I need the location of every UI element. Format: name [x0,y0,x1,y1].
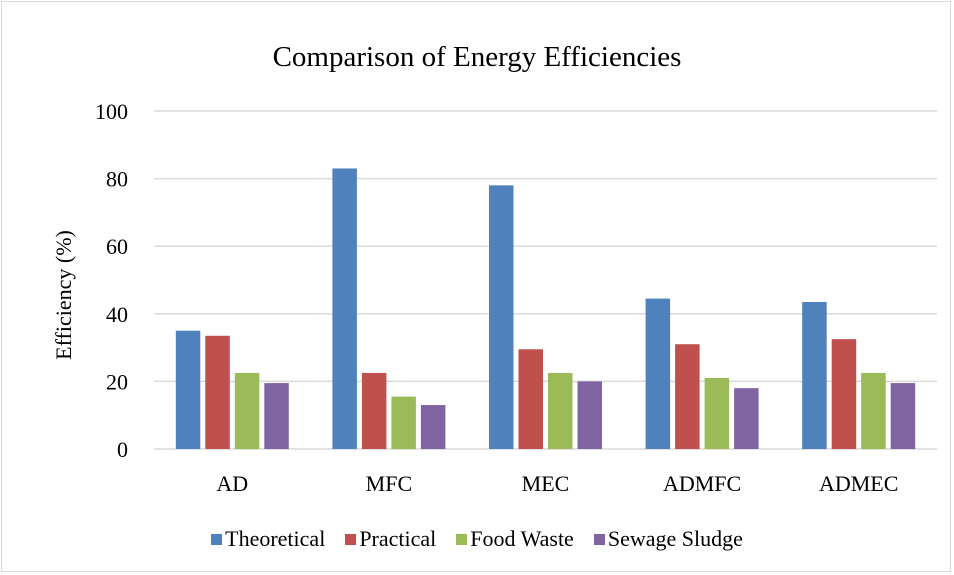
legend: Theoretical Practical Food Waste Sewage Slu… [2,524,952,554]
bar [332,168,357,449]
legend-label: Theoretical [225,526,326,551]
legend-item: Food Waste [456,526,574,552]
x-tick-label: ADMEC [819,471,898,496]
y-axis-label: Efficiency (%) [51,230,76,360]
legend-label: Sewage Sludge [607,526,743,551]
x-tick-label: MFC [366,471,412,496]
bar [675,344,700,449]
bar [861,372,886,449]
legend-swatch [593,533,605,545]
y-tick-label: 60 [106,234,128,259]
x-tick-label: MEC [522,471,570,496]
x-tick-label: ADMFC [663,471,741,496]
bar [802,301,827,449]
bar [645,298,671,449]
bar [518,349,543,449]
legend-swatch [345,533,357,545]
legend-item: Theoretical [211,526,325,552]
bar [831,339,857,449]
y-tick-label: 100 [95,99,128,124]
bar [205,335,230,449]
legend-label: Food Waste [470,526,574,551]
bar [577,381,602,449]
bar [548,372,573,449]
legend-item: Practical [345,526,436,552]
bar [175,330,201,449]
y-tick-label: 40 [106,302,128,327]
bar [234,372,260,449]
bar [420,405,446,449]
bar [704,378,730,449]
bar [489,185,514,450]
x-tick-label: AD [216,471,248,496]
legend-item: Sewage Sludge [593,526,743,552]
bar [734,388,759,449]
legend-swatch [211,533,223,545]
y-tick-label: 0 [117,437,128,462]
y-tick-label: 80 [106,167,128,192]
bar [890,383,916,449]
bar [361,372,387,449]
bar [391,396,416,449]
legend-swatch [456,533,468,545]
chart-title: Comparison of Energy Efficiencies [273,41,682,73]
bar [264,383,289,449]
y-tick-label: 20 [106,369,128,394]
legend-label: Practical [359,526,437,551]
